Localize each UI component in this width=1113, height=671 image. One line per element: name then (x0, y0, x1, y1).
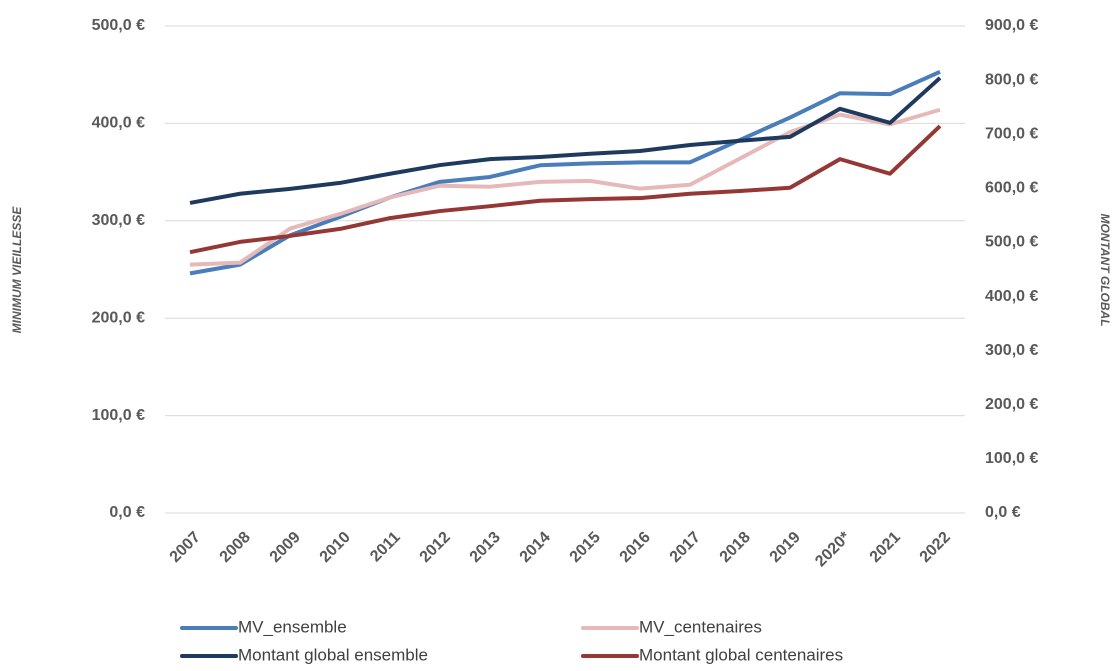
y-tick-label: 400,0 € (92, 115, 145, 132)
legend-label: MV_ensemble (238, 617, 347, 636)
x-tick-label: 2020* (812, 528, 854, 570)
y2-tick-label: 800,0 € (985, 71, 1038, 88)
x-tick-label: 2015 (567, 529, 604, 566)
x-tick-label: 2014 (517, 529, 554, 566)
legend-label: Montant global centenaires (639, 645, 843, 664)
y-tick-label: 100,0 € (92, 407, 145, 424)
x-tick-label: 2011 (367, 529, 404, 566)
y2-tick-label: 100,0 € (985, 450, 1038, 467)
y-tick-label: 300,0 € (92, 212, 145, 229)
x-tick-label: 2018 (717, 529, 754, 566)
y2-axis-title: MONTANT GLOBAL (1098, 213, 1112, 326)
y2-tick-label: 900,0 € (985, 17, 1038, 34)
y2-tick-label: 500,0 € (985, 234, 1038, 251)
x-tick-label: 2016 (617, 529, 654, 566)
legend-label: Montant global ensemble (238, 645, 428, 664)
y-axis-title: MINIMUM VIEILLESSE (10, 206, 24, 334)
x-tick-label: 2013 (467, 529, 504, 566)
legend-label: MV_centenaires (639, 617, 762, 636)
x-tick-label: 2008 (217, 529, 254, 566)
y2-tick-label: 600,0 € (985, 180, 1038, 197)
y2-tick-label: 200,0 € (985, 396, 1038, 413)
x-tick-label: 2017 (667, 529, 704, 566)
x-tick-label: 2019 (767, 529, 804, 566)
x-tick-label: 2021 (867, 529, 904, 566)
line-series (189, 76, 942, 205)
x-tick-label: 2009 (267, 529, 304, 566)
x-tick-label: 2010 (317, 529, 354, 566)
y-tick-label: 200,0 € (92, 309, 145, 326)
y2-tick-label: 700,0 € (985, 125, 1038, 142)
line-series (189, 69, 941, 276)
y2-tick-label: 400,0 € (985, 288, 1038, 305)
x-tick-label: 2007 (167, 529, 204, 566)
y-tick-label: 500,0 € (92, 17, 145, 34)
line-series (189, 124, 942, 255)
y2-tick-label: 300,0 € (985, 342, 1038, 359)
y2-tick-label: 0,0 € (985, 504, 1021, 521)
x-tick-label: 2012 (417, 529, 454, 566)
y-tick-label: 0,0 € (109, 504, 145, 521)
x-tick-label: 2022 (917, 529, 954, 566)
